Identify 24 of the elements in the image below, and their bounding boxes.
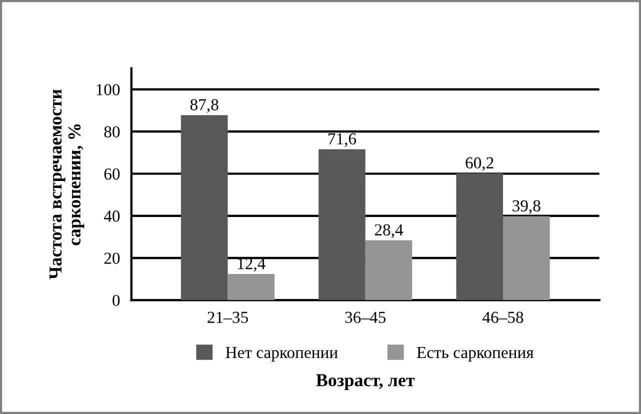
bar [180,115,228,300]
x-axis-title: Возраст, лет [316,374,415,390]
x-tick-label: 46–58 [482,312,524,323]
y-tick-label: 80 [104,126,120,138]
x-tick-label: 21–35 [208,312,248,323]
x-tick-label: 36–45 [345,312,386,323]
legend-label: Нет саркопении [226,347,338,362]
bar [502,216,550,300]
legend-label: Есть саркопения [416,347,534,362]
data-label: 28,4 [374,224,404,238]
data-label: 71,6 [328,133,356,147]
y-tick-label: 40 [104,210,120,222]
bar [228,274,275,300]
y-tick-label: 60 [104,168,120,180]
bar [318,149,366,300]
y-tick-label: 20 [104,252,120,264]
bar [365,240,412,300]
data-label: 60,2 [466,157,494,171]
bar [456,173,503,300]
y-tick-label: 100 [96,84,120,96]
y-tick-label: 0 [112,294,120,306]
data-label: 87,8 [190,99,218,113]
data-label: 39,8 [512,200,540,214]
y-axis-title: Частота встречаемости саркопении, % [50,89,84,280]
